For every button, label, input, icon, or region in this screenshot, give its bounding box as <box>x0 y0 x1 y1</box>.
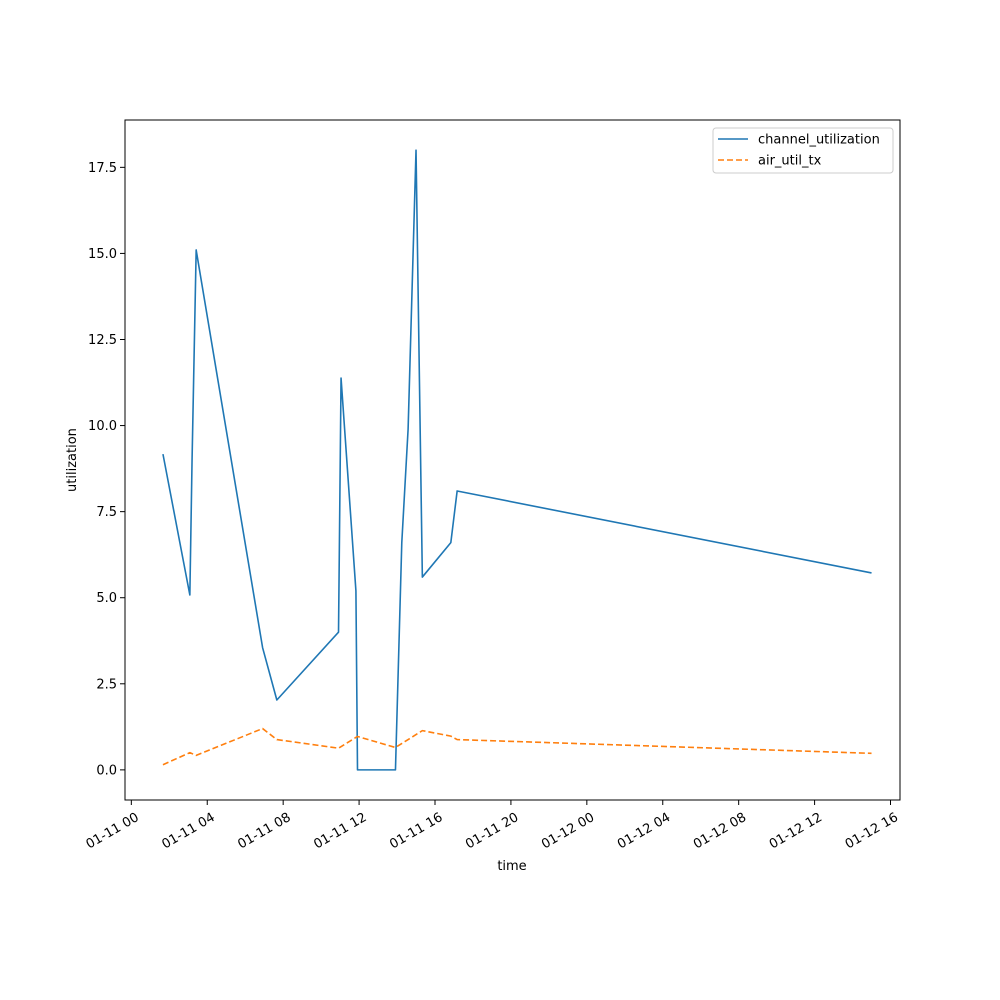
legend-label-channel-utilization: channel_utilization <box>758 133 880 148</box>
legend: channel_utilization air_util_tx <box>712 127 894 174</box>
series-line-channel-utilization <box>162 149 872 771</box>
y-tick-label: 0.0 <box>96 763 117 778</box>
y-tick-label: 2.5 <box>96 677 117 692</box>
legend-label-air-util-tx: air_util_tx <box>758 154 822 169</box>
y-tick-label: 15.0 <box>88 247 117 262</box>
y-tick-label: 5.0 <box>96 591 117 606</box>
y-tick-label: 12.5 <box>88 333 117 348</box>
y-tick-label: 17.5 <box>88 161 117 176</box>
y-axis: 0.0 2.5 5.0 7.5 10.0 12.5 15.0 17.5 <box>88 161 125 778</box>
y-tick-label: 10.0 <box>88 419 117 434</box>
series-line-air-util-tx <box>162 727 872 766</box>
y-axis-label: utilization <box>65 428 80 492</box>
series-lines <box>162 149 872 771</box>
y-tick-label: 7.5 <box>96 505 117 520</box>
x-axis-label: time <box>497 859 526 874</box>
legend-box <box>712 127 894 174</box>
plot-frame <box>124 119 901 801</box>
